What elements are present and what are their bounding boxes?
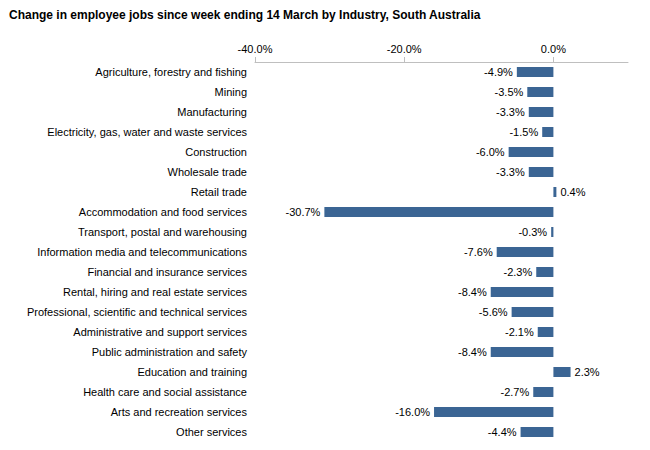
svg-text:-16.0%: -16.0% [395, 406, 430, 418]
svg-text:-3.5%: -3.5% [495, 86, 524, 98]
svg-text:Professional, scientific and t: Professional, scientific and technical s… [27, 306, 248, 318]
svg-text:Retail trade: Retail trade [191, 186, 247, 198]
svg-text:-4.9%: -4.9% [484, 66, 513, 78]
svg-text:-4.4%: -4.4% [488, 426, 517, 438]
svg-text:Rental, hiring and real estate: Rental, hiring and real estate services [63, 286, 248, 298]
svg-text:-40.0%: -40.0% [238, 43, 273, 55]
svg-text:Other services: Other services [176, 426, 247, 438]
svg-text:Accommodation and food service: Accommodation and food services [79, 206, 248, 218]
svg-text:-2.3%: -2.3% [503, 266, 532, 278]
svg-text:-8.4%: -8.4% [458, 346, 487, 358]
svg-text:-3.3%: -3.3% [496, 166, 525, 178]
svg-text:-0.3%: -0.3% [518, 226, 547, 238]
svg-text:Transport, postal and warehous: Transport, postal and warehousing [78, 226, 247, 238]
svg-text:-7.6%: -7.6% [464, 246, 493, 258]
svg-text:Health care and social assista: Health care and social assistance [83, 386, 247, 398]
svg-text:-2.1%: -2.1% [505, 326, 534, 338]
svg-text:2.3%: 2.3% [575, 366, 600, 378]
svg-text:-3.3%: -3.3% [496, 106, 525, 118]
svg-text:Change in employee jobs since: Change in employee jobs since week endin… [9, 8, 481, 22]
svg-text:Information media and telecomm: Information media and telecommunications [37, 246, 247, 258]
svg-text:Mining: Mining [215, 86, 247, 98]
svg-text:Manufacturing: Manufacturing [177, 106, 247, 118]
svg-text:Public administration and safe: Public administration and safety [92, 346, 248, 358]
svg-text:Education and training: Education and training [138, 366, 247, 378]
svg-text:0.4%: 0.4% [560, 186, 585, 198]
svg-text:-30.7%: -30.7% [286, 206, 321, 218]
svg-text:Wholesale trade: Wholesale trade [168, 166, 248, 178]
svg-text:-8.4%: -8.4% [458, 286, 487, 298]
svg-text:Electricity, gas, water and wa: Electricity, gas, water and waste servic… [47, 126, 247, 138]
svg-text:-5.6%: -5.6% [479, 306, 508, 318]
svg-text:Construction: Construction [185, 146, 247, 158]
svg-text:0.0%: 0.0% [541, 43, 566, 55]
svg-text:-6.0%: -6.0% [476, 146, 505, 158]
svg-text:-20.0%: -20.0% [387, 43, 422, 55]
svg-text:Financial and insurance servic: Financial and insurance services [87, 266, 247, 278]
svg-text:-2.7%: -2.7% [501, 386, 530, 398]
svg-text:Administrative and support ser: Administrative and support services [73, 326, 247, 338]
svg-text:Arts and recreation services: Arts and recreation services [111, 406, 248, 418]
svg-text:-1.5%: -1.5% [509, 126, 538, 138]
svg-text:Agriculture, forestry and fish: Agriculture, forestry and fishing [95, 66, 247, 78]
